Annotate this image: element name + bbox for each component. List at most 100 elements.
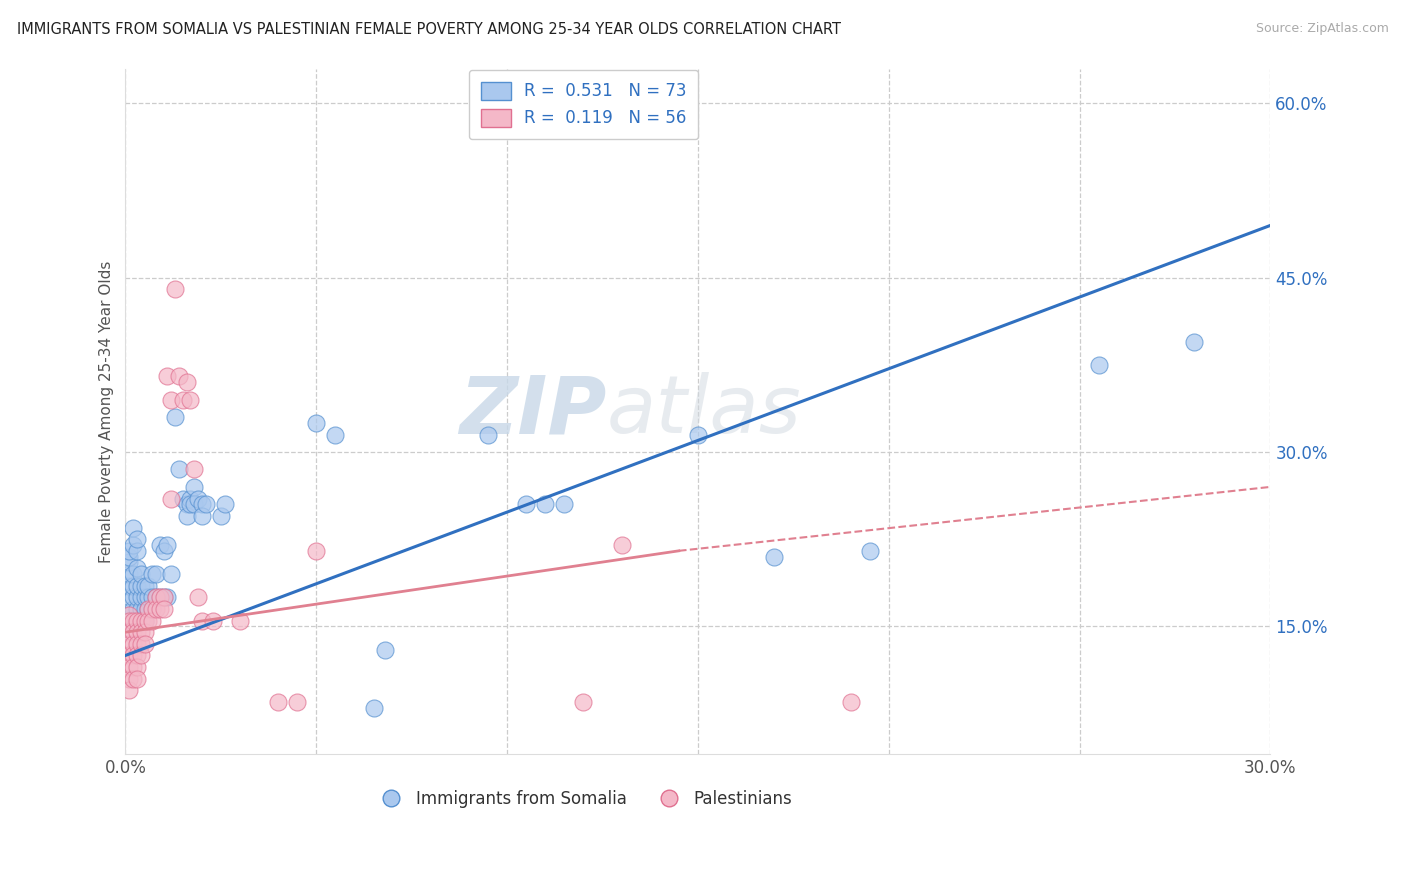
Point [305, 544, 328, 558]
Point [118, 683, 141, 698]
Point [141, 602, 163, 616]
Point [138, 614, 160, 628]
Legend: Immigrants from Somalia, Palestinians: Immigrants from Somalia, Palestinians [368, 783, 799, 814]
Point [191, 497, 214, 511]
Text: IMMIGRANTS FROM SOMALIA VS PALESTINIAN FEMALE POVERTY AMONG 25-34 YEAR OLDS CORR: IMMIGRANTS FROM SOMALIA VS PALESTINIAN F… [17, 22, 841, 37]
Point [515, 497, 537, 511]
Point [129, 602, 152, 616]
Text: Source: ZipAtlas.com: Source: ZipAtlas.com [1256, 22, 1389, 36]
Point [122, 602, 145, 616]
Point [125, 625, 148, 640]
Point [145, 567, 167, 582]
Point [152, 591, 174, 605]
Point [122, 520, 145, 534]
Point [125, 637, 148, 651]
Point [122, 648, 145, 663]
Point [134, 625, 156, 640]
Point [176, 497, 198, 511]
Text: atlas: atlas [606, 372, 801, 450]
Point [134, 637, 156, 651]
Point [1087, 358, 1109, 372]
Point [129, 567, 152, 582]
Point [160, 567, 183, 582]
Point [167, 462, 190, 476]
Point [859, 544, 882, 558]
Point [534, 497, 557, 511]
Point [149, 538, 172, 552]
Point [129, 648, 152, 663]
Point [763, 549, 786, 564]
Point [134, 614, 156, 628]
Point [118, 607, 141, 622]
Point [172, 491, 194, 506]
Point [129, 579, 152, 593]
Point [129, 591, 152, 605]
Point [165, 410, 187, 425]
Point [141, 614, 163, 628]
Point [141, 602, 163, 616]
Point [125, 602, 148, 616]
Point [187, 491, 209, 506]
Point [214, 497, 236, 511]
Point [125, 660, 148, 674]
Point [553, 497, 575, 511]
Point [125, 561, 148, 575]
Point [122, 591, 145, 605]
Point [187, 591, 209, 605]
Point [149, 602, 172, 616]
Point [179, 491, 201, 506]
Point [839, 695, 862, 709]
Point [160, 392, 183, 407]
Point [202, 614, 225, 628]
Point [118, 549, 141, 564]
Point [152, 602, 174, 616]
Point [118, 672, 141, 686]
Point [191, 614, 214, 628]
Point [122, 567, 145, 582]
Point [118, 567, 141, 582]
Point [122, 672, 145, 686]
Point [118, 625, 141, 640]
Point [125, 532, 148, 546]
Point [176, 508, 198, 523]
Point [572, 695, 595, 709]
Point [118, 648, 141, 663]
Point [229, 614, 252, 628]
Point [138, 579, 160, 593]
Point [141, 567, 163, 582]
Point [179, 392, 201, 407]
Point [156, 538, 179, 552]
Point [145, 591, 167, 605]
Point [129, 614, 152, 628]
Point [118, 556, 141, 570]
Point [122, 660, 145, 674]
Point [1182, 334, 1205, 349]
Point [152, 544, 174, 558]
Point [610, 538, 633, 552]
Point [194, 497, 217, 511]
Point [156, 369, 179, 384]
Point [118, 544, 141, 558]
Point [118, 614, 141, 628]
Point [118, 607, 141, 622]
Point [129, 614, 152, 628]
Point [125, 544, 148, 558]
Point [138, 602, 160, 616]
Point [141, 591, 163, 605]
Point [267, 695, 290, 709]
Point [477, 427, 499, 442]
Text: ZIP: ZIP [458, 372, 606, 450]
Point [122, 625, 145, 640]
Point [191, 508, 214, 523]
Point [152, 591, 174, 605]
Point [176, 376, 198, 390]
Point [363, 700, 385, 714]
Point [686, 427, 709, 442]
Point [129, 637, 152, 651]
Point [183, 462, 205, 476]
Point [134, 614, 156, 628]
Point [145, 602, 167, 616]
Point [118, 591, 141, 605]
Point [122, 538, 145, 552]
Point [165, 282, 187, 296]
